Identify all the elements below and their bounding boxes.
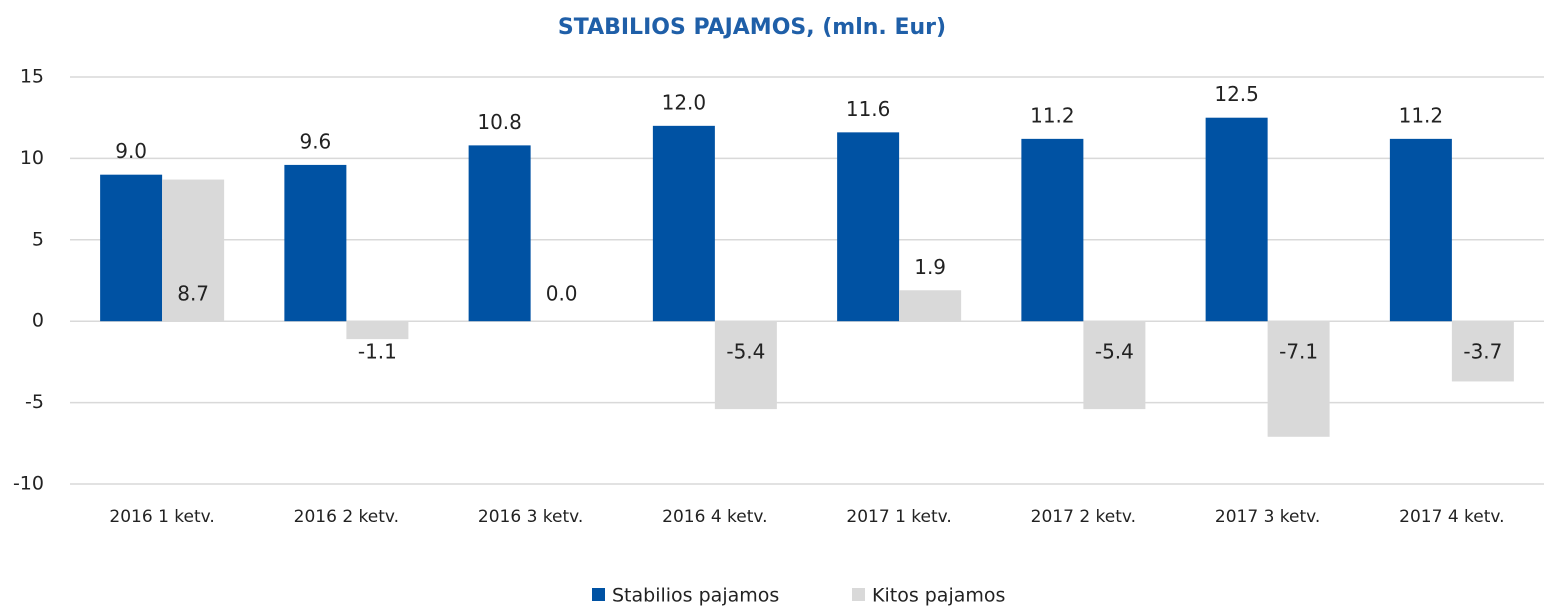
bar bbox=[714, 321, 777, 410]
bar bbox=[468, 145, 531, 322]
data-label: 10.8 bbox=[477, 110, 522, 134]
y-tick-label: 10 bbox=[20, 147, 44, 169]
bar bbox=[899, 290, 962, 322]
chart-title: STABILIOS PAJAMOS, (mln. Eur) bbox=[558, 15, 946, 40]
data-label: 12.5 bbox=[1214, 82, 1259, 106]
y-tick-label: 0 bbox=[32, 310, 44, 332]
bar bbox=[837, 132, 900, 322]
data-label: 9.0 bbox=[115, 139, 147, 163]
x-tick-label: 2016 1 ketv. bbox=[109, 507, 214, 527]
data-label: 11.2 bbox=[1399, 103, 1444, 127]
data-label: 11.6 bbox=[846, 97, 891, 121]
data-label: 11.2 bbox=[1030, 103, 1075, 127]
bar bbox=[1021, 138, 1084, 322]
bar bbox=[284, 164, 347, 322]
data-label: 0.0 bbox=[546, 282, 578, 306]
y-tick-label: -5 bbox=[25, 391, 44, 413]
legend-swatch bbox=[852, 588, 865, 601]
x-tick-label: 2016 3 ketv. bbox=[478, 507, 583, 527]
legend-swatch bbox=[592, 588, 605, 601]
x-tick-label: 2017 4 ketv. bbox=[1399, 507, 1504, 527]
data-label: -5.4 bbox=[726, 340, 765, 364]
bar bbox=[652, 125, 715, 322]
data-label: 9.6 bbox=[299, 129, 331, 153]
data-label: 1.9 bbox=[914, 255, 946, 279]
x-tick-label: 2016 4 ketv. bbox=[662, 507, 767, 527]
bar bbox=[1083, 321, 1146, 410]
data-label: 12.0 bbox=[662, 90, 707, 114]
data-label: -3.7 bbox=[1463, 340, 1502, 364]
x-tick-label: 2017 2 ketv. bbox=[1031, 507, 1136, 527]
data-label: -1.1 bbox=[358, 340, 397, 364]
bar bbox=[100, 174, 163, 322]
y-tick-label: -10 bbox=[13, 473, 44, 495]
legend-label: Stabilios pajamos bbox=[612, 585, 779, 607]
bar bbox=[346, 321, 409, 340]
y-tick-label: 5 bbox=[32, 228, 44, 250]
data-label: -5.4 bbox=[1095, 340, 1134, 364]
bar bbox=[1451, 321, 1514, 382]
x-tick-label: 2016 2 ketv. bbox=[294, 507, 399, 527]
legend-label: Kitos pajamos bbox=[872, 585, 1005, 607]
x-tick-label: 2017 1 ketv. bbox=[846, 507, 951, 527]
bar bbox=[162, 179, 225, 322]
y-tick-label: 15 bbox=[20, 66, 44, 88]
bar bbox=[1267, 321, 1330, 437]
data-label: 8.7 bbox=[177, 282, 209, 306]
bar bbox=[1389, 138, 1452, 322]
bar bbox=[1205, 117, 1268, 322]
x-tick-label: 2017 3 ketv. bbox=[1215, 507, 1320, 527]
data-label: -7.1 bbox=[1279, 340, 1318, 364]
